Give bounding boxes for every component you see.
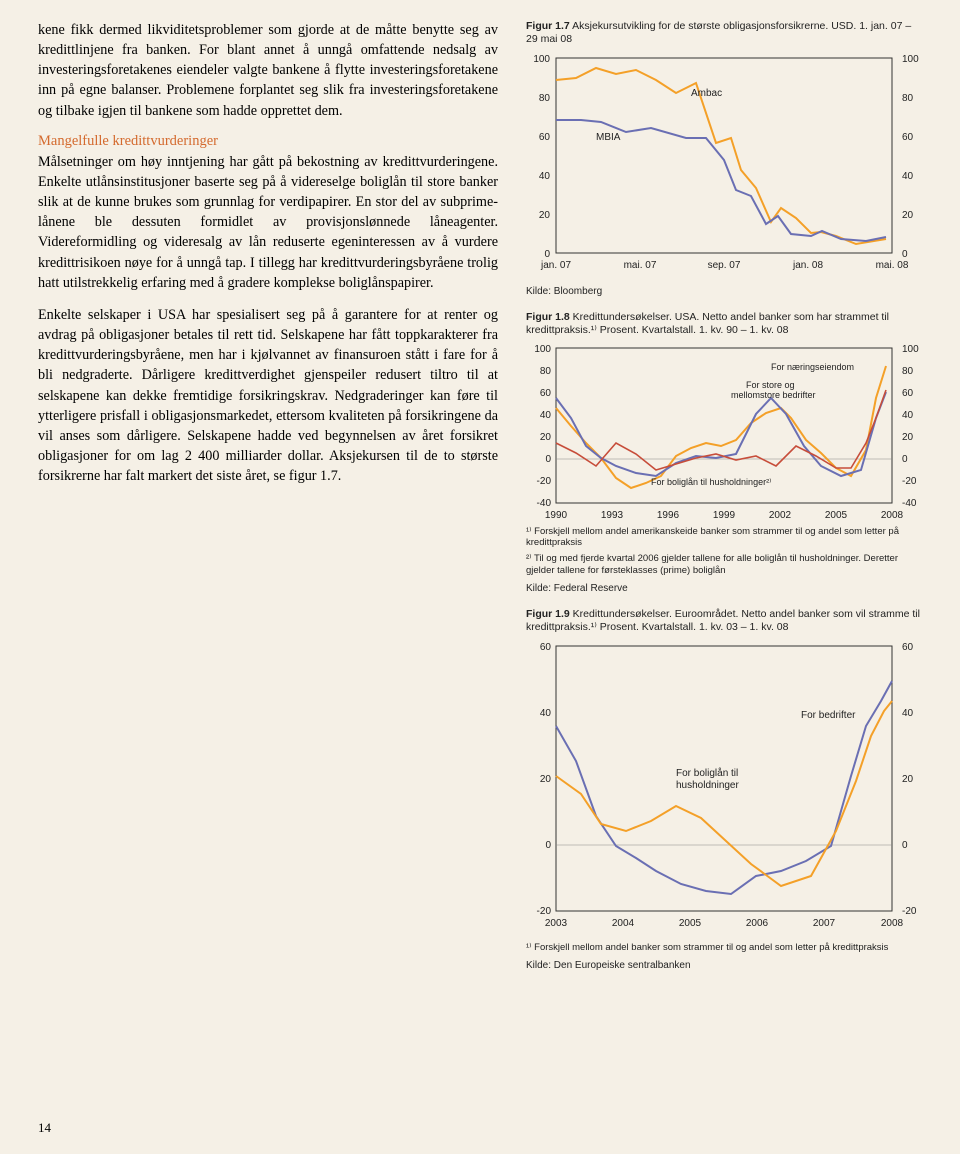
fig17-label-mbia: MBIA [596, 132, 621, 143]
svg-text:0: 0 [902, 840, 908, 851]
svg-text:60: 60 [902, 132, 914, 143]
figure-1-7-caption: Figur 1.7 Aksjekursutvikling for de stør… [526, 20, 922, 46]
svg-text:80: 80 [539, 93, 551, 104]
svg-text:For boliglån til husholdninger: For boliglån til husholdninger²⁾ [651, 477, 771, 487]
svg-text:-20: -20 [902, 476, 917, 487]
fig18-fn2: ²⁾ Til og med fjerde kvartal 2006 gjelde… [526, 553, 922, 577]
body-paragraph-3: Enkelte selskaper i USA har spesialisert… [38, 305, 498, 486]
svg-text:40: 40 [539, 171, 551, 182]
svg-text:60: 60 [539, 132, 551, 143]
svg-text:60: 60 [902, 642, 914, 653]
body-paragraph-2: Målsetninger om høy inntjening har gått … [38, 152, 498, 293]
svg-text:mai. 07: mai. 07 [624, 260, 657, 271]
svg-text:sep. 07: sep. 07 [708, 260, 741, 271]
svg-text:2003: 2003 [545, 918, 568, 929]
svg-text:1996: 1996 [657, 510, 680, 521]
svg-text:For næringseiendom: For næringseiendom [771, 362, 854, 372]
fig18-title-bold: Figur 1.8 [526, 311, 570, 323]
svg-text:1999: 1999 [713, 510, 736, 521]
fig17-source: Kilde: Bloomberg [526, 286, 922, 297]
figure-1-9: Figur 1.9 Kredittundersøkelser. Euroområ… [526, 608, 922, 971]
fig17-title-bold: Figur 1.7 [526, 20, 570, 32]
svg-text:1993: 1993 [601, 510, 624, 521]
svg-text:2005: 2005 [679, 918, 702, 929]
svg-text:60: 60 [540, 388, 552, 399]
svg-text:100: 100 [902, 344, 919, 355]
svg-text:mai. 08: mai. 08 [876, 260, 909, 271]
svg-text:-20: -20 [537, 906, 552, 917]
fig18-source: Kilde: Federal Reserve [526, 583, 922, 594]
svg-text:20: 20 [902, 210, 914, 221]
svg-text:40: 40 [540, 410, 552, 421]
svg-text:jan. 07: jan. 07 [540, 260, 571, 271]
svg-text:60: 60 [540, 642, 552, 653]
svg-text:husholdninger: husholdninger [676, 780, 739, 791]
svg-text:20: 20 [902, 774, 914, 785]
svg-text:40: 40 [902, 171, 914, 182]
svg-text:For bedrifter: For bedrifter [801, 710, 856, 721]
svg-text:1990: 1990 [545, 510, 568, 521]
body-paragraph-1: kene fikk dermed likviditetsproblemer so… [38, 20, 498, 121]
figure-1-9-caption: Figur 1.9 Kredittundersøkelser. Euroområ… [526, 608, 922, 634]
figure-1-7: Figur 1.7 Aksjekursutvikling for de stør… [526, 20, 922, 297]
figure-1-8-caption: Figur 1.8 Kredittundersøkelser. USA. Net… [526, 311, 922, 337]
svg-text:-20: -20 [537, 476, 552, 487]
svg-text:20: 20 [540, 774, 552, 785]
svg-text:2008: 2008 [881, 918, 904, 929]
svg-text:80: 80 [902, 93, 914, 104]
subheading-credit: Mangelfulle kredittvurderinger [38, 133, 498, 150]
svg-text:jan. 08: jan. 08 [792, 260, 823, 271]
svg-text:2004: 2004 [612, 918, 635, 929]
svg-text:40: 40 [902, 410, 914, 421]
fig18-title-rest: Kredittundersøkelser. USA. Netto andel b… [526, 311, 889, 336]
fig19-title-bold: Figur 1.9 [526, 608, 570, 620]
svg-text:40: 40 [540, 708, 552, 719]
svg-text:For store og: For store og [746, 380, 795, 390]
fig19-source: Kilde: Den Europeiske sentralbanken [526, 960, 922, 971]
fig19-fn1: ¹⁾ Forskjell mellom andel banker som str… [526, 942, 922, 954]
fig18-chart: 100 100 80 80 60 60 40 40 20 20 0 0 -20 -20 -40… [526, 342, 922, 522]
svg-text:0: 0 [544, 249, 550, 260]
svg-text:0: 0 [545, 454, 551, 465]
svg-text:100: 100 [902, 54, 919, 65]
fig17-chart: 100 100 80 80 60 60 40 40 20 20 0 0 [526, 50, 922, 280]
fig18-fn1: ¹⁾ Forskjell mellom andel amerikanskeide… [526, 526, 922, 550]
fig19-chart: 60 60 40 40 20 20 0 0 -20 -20 2003 2004 [526, 638, 922, 938]
svg-text:80: 80 [902, 366, 914, 377]
svg-text:-20: -20 [902, 906, 917, 917]
svg-text:-40: -40 [902, 498, 917, 509]
figure-1-8: Figur 1.8 Kredittundersøkelser. USA. Net… [526, 311, 922, 594]
svg-text:0: 0 [902, 454, 908, 465]
svg-text:-40: -40 [537, 498, 552, 509]
svg-text:0: 0 [545, 840, 551, 851]
svg-text:20: 20 [902, 432, 914, 443]
svg-text:mellomstore bedrifter: mellomstore bedrifter [731, 390, 816, 400]
svg-text:2005: 2005 [825, 510, 848, 521]
svg-text:100: 100 [533, 54, 550, 65]
page-number: 14 [38, 1120, 51, 1136]
svg-text:For boliglån til: For boliglån til [676, 767, 738, 779]
fig19-title-rest: Kredittundersøkelser. Euroområdet. Netto… [526, 608, 920, 633]
svg-text:0: 0 [902, 249, 908, 260]
svg-text:100: 100 [534, 344, 551, 355]
fig17-label-ambac: Ambac [691, 88, 722, 99]
svg-text:2008: 2008 [881, 510, 904, 521]
svg-text:20: 20 [540, 432, 552, 443]
svg-text:2002: 2002 [769, 510, 792, 521]
svg-text:40: 40 [902, 708, 914, 719]
svg-text:2007: 2007 [813, 918, 836, 929]
svg-text:60: 60 [902, 388, 914, 399]
svg-text:2006: 2006 [746, 918, 769, 929]
svg-text:20: 20 [539, 210, 551, 221]
fig17-title-rest: Aksjekursutvikling for de største obliga… [526, 20, 911, 45]
svg-text:80: 80 [540, 366, 552, 377]
